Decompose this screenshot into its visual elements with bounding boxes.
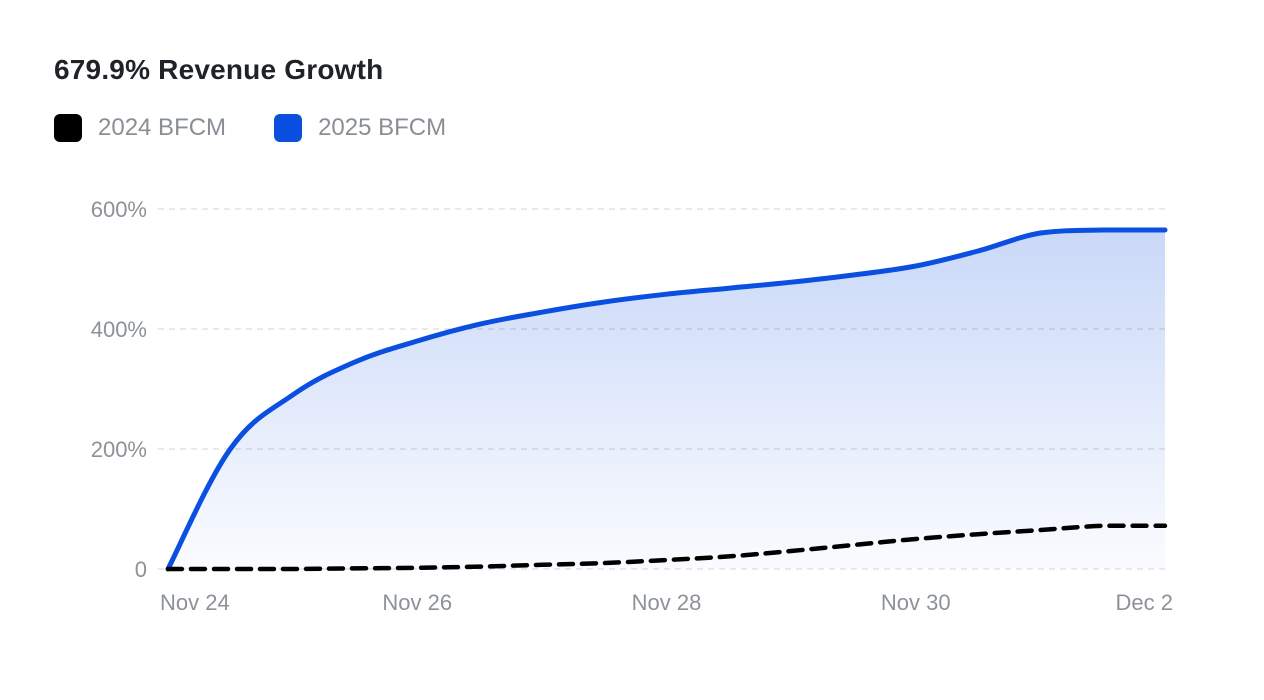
series-line-2024[interactable] [165, 523, 1168, 572]
legend-item-2024[interactable]: 2024 BFCM [54, 114, 226, 142]
y-tick-label: 400% [91, 317, 147, 342]
y-tick-label: 600% [91, 197, 147, 222]
x-tick-label: Dec 2 [1116, 590, 1173, 615]
x-tick-label: Nov 24 [160, 590, 230, 615]
x-tick-label: Nov 28 [632, 590, 702, 615]
x-tick-label: Nov 26 [382, 590, 452, 615]
y-tick-label: 200% [91, 437, 147, 462]
legend-label-2024: 2024 BFCM [98, 114, 227, 141]
legend: 2024 BFCM 2025 BFCM [54, 114, 494, 142]
y-tick-label: 0 [135, 557, 147, 582]
chart-title: 679.9% Revenue Growth [54, 54, 384, 85]
legend-swatch-2025 [274, 114, 303, 142]
x-tick-label: Nov 30 [881, 590, 951, 615]
series-line-2025[interactable] [165, 227, 1168, 572]
legend-item-2025[interactable]: 2025 BFCM [274, 114, 446, 142]
legend-swatch-2024 [54, 114, 82, 142]
legend-label-2025: 2025 BFCM [318, 114, 447, 141]
series-area-2025 [168, 230, 1165, 569]
